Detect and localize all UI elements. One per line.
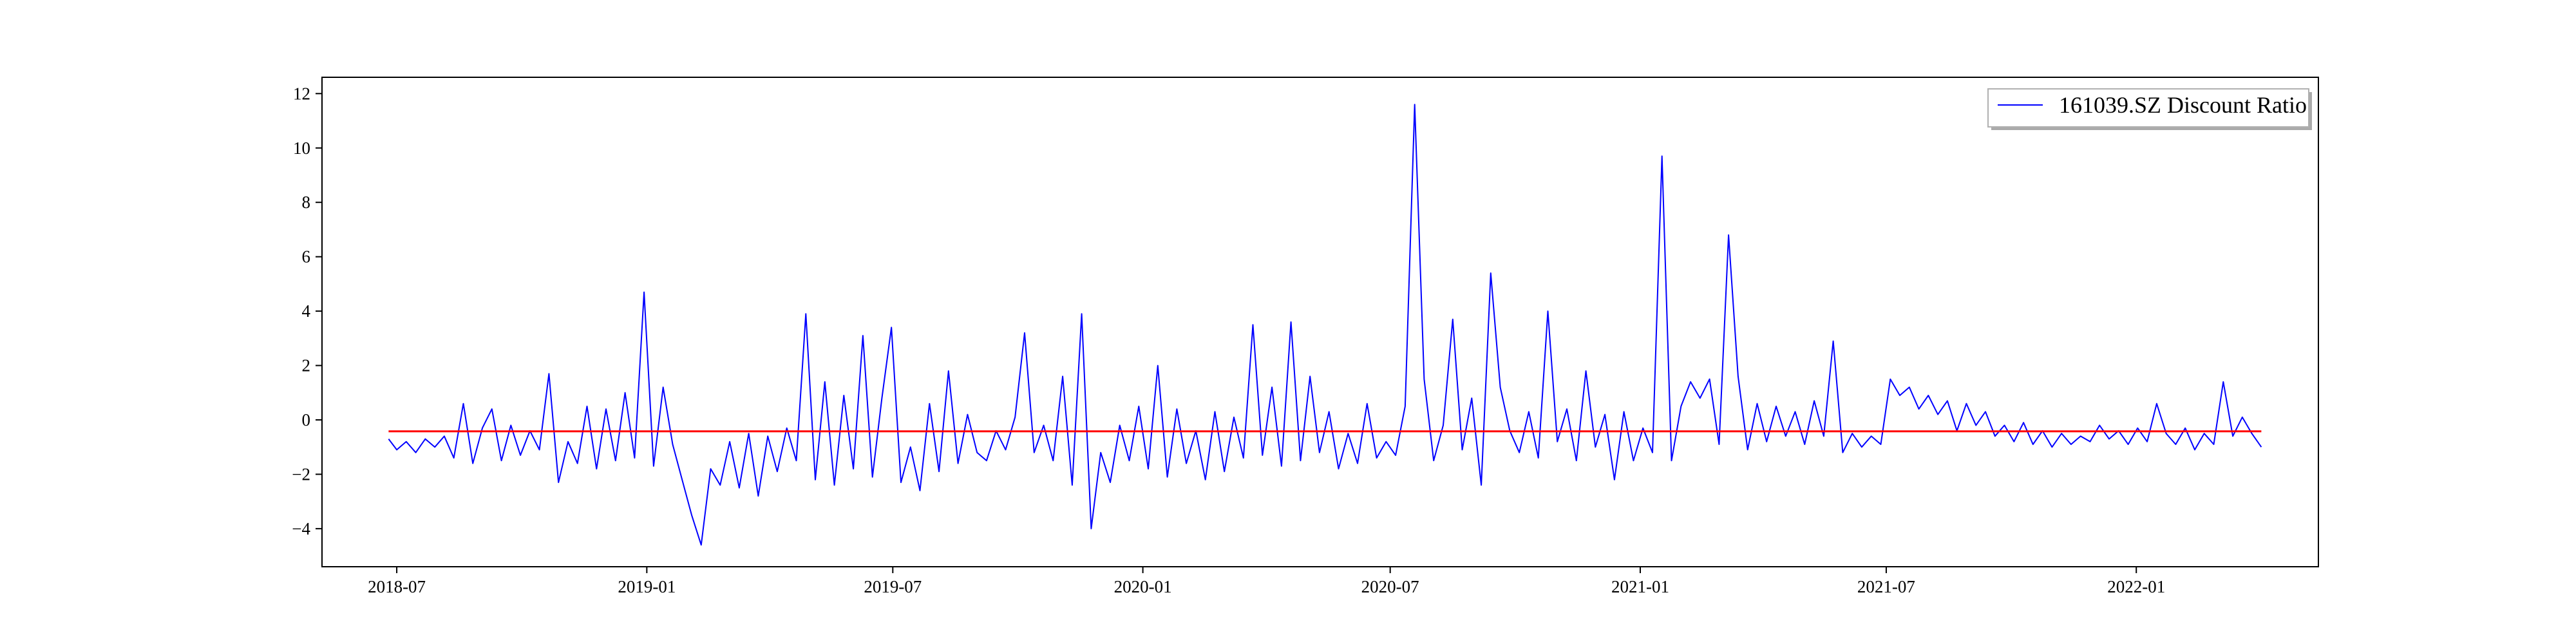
y-tick-label: 6 (302, 247, 311, 267)
x-tick-label: 2020-01 (1114, 577, 1172, 596)
series-layer (388, 104, 2262, 546)
x-axis: 2018-07 2019-01 2019-07 2020-01 2020-07 2021-… (368, 567, 2165, 596)
y-tick-label: 10 (293, 138, 310, 158)
y-tick-label: −4 (292, 519, 310, 538)
y-tick-label: 0 (302, 410, 311, 430)
x-tick-label: 2019-01 (618, 577, 676, 596)
plot-frame (321, 77, 2319, 567)
y-tick-label: 12 (293, 84, 310, 103)
y-tick-label: 4 (302, 301, 311, 321)
legend-label: 161039.SZ Discount Ratio (2059, 92, 2307, 118)
x-tick-label: 2021-01 (1611, 577, 1669, 596)
x-tick-label: 2021-07 (1857, 577, 1915, 596)
x-tick-label: 2022-01 (2107, 577, 2165, 596)
x-tick-label: 2020-07 (1361, 577, 1419, 596)
y-tick-label: 8 (302, 193, 311, 212)
legend: 161039.SZ Discount Ratio (1987, 88, 2312, 130)
series-line-discount-ratio (388, 104, 2262, 546)
y-tick-label: 2 (302, 356, 311, 375)
x-tick-label: 2018-07 (368, 577, 426, 596)
y-axis: −4 −2 0 2 4 6 8 10 12 (292, 84, 322, 538)
y-tick-label: −2 (292, 464, 310, 484)
legend-box (1987, 88, 2309, 128)
x-tick-label: 2019-07 (864, 577, 922, 596)
